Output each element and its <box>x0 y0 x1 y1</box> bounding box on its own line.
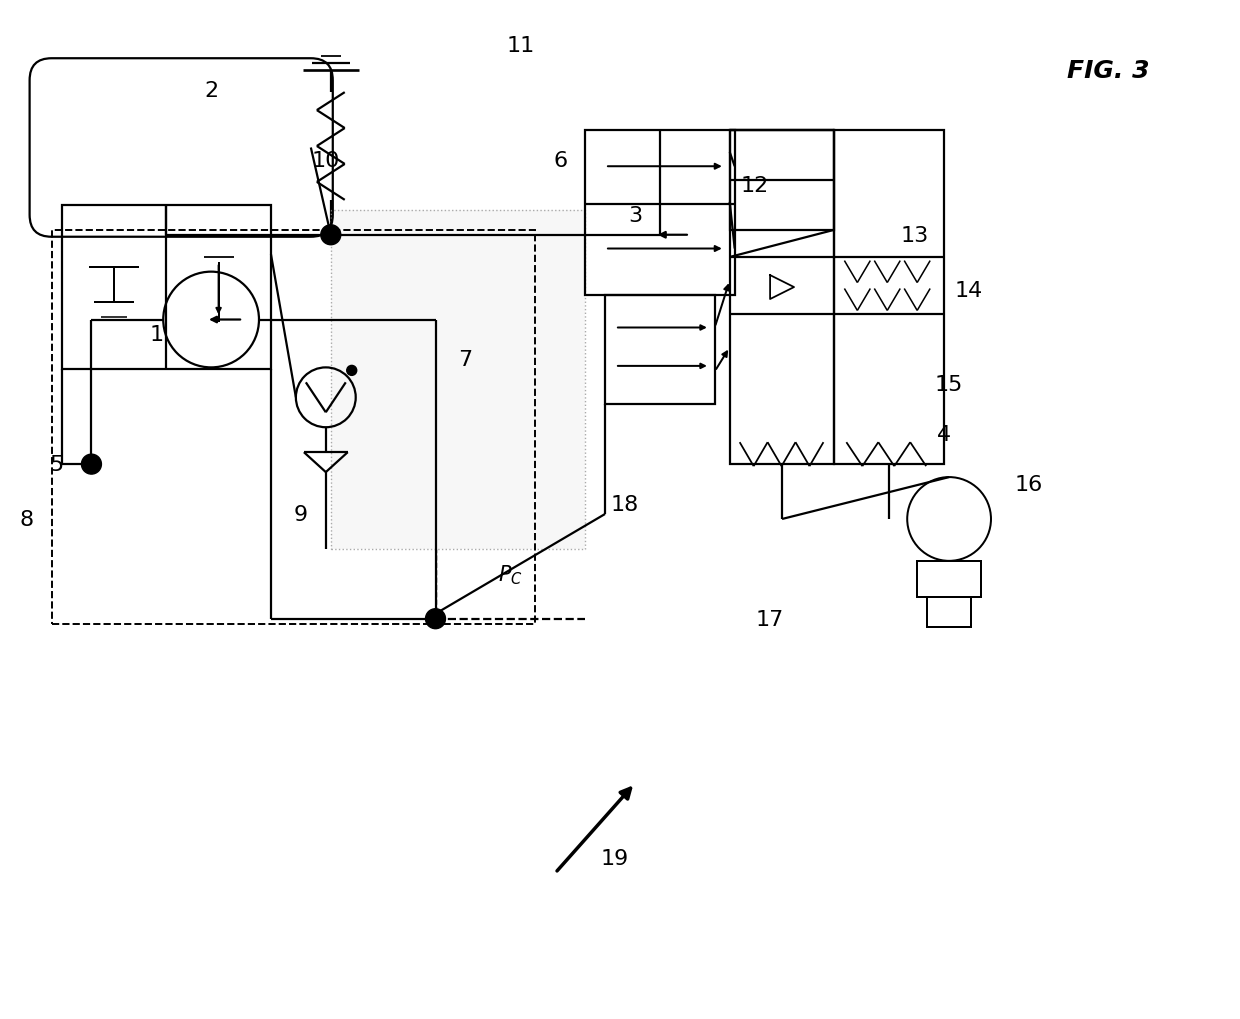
Text: 17: 17 <box>755 609 784 629</box>
Bar <box>605 296 714 405</box>
Text: 12: 12 <box>740 175 769 196</box>
Text: 11: 11 <box>506 37 534 56</box>
Bar <box>918 561 981 597</box>
Text: 5: 5 <box>50 454 63 475</box>
Text: 18: 18 <box>611 494 639 515</box>
Text: 19: 19 <box>601 848 629 868</box>
Text: 6: 6 <box>553 151 567 171</box>
Text: 16: 16 <box>1014 475 1043 494</box>
Text: 8: 8 <box>20 510 33 530</box>
Bar <box>62 206 272 370</box>
Text: 10: 10 <box>311 151 340 171</box>
Bar <box>331 211 585 549</box>
Text: 2: 2 <box>205 82 218 101</box>
Bar <box>52 230 536 624</box>
Circle shape <box>425 609 445 629</box>
Text: 15: 15 <box>935 375 963 395</box>
Text: 7: 7 <box>459 351 472 370</box>
Text: 14: 14 <box>955 280 983 301</box>
Bar <box>331 211 585 549</box>
Bar <box>729 130 835 230</box>
Bar <box>585 130 734 296</box>
Text: 9: 9 <box>294 504 308 525</box>
Text: 1: 1 <box>149 325 164 345</box>
Text: FIG. 3: FIG. 3 <box>1068 59 1149 84</box>
Circle shape <box>347 366 357 376</box>
Bar <box>729 130 835 465</box>
Text: 13: 13 <box>900 225 929 246</box>
Bar <box>835 130 944 465</box>
Circle shape <box>321 225 341 246</box>
Bar <box>928 597 971 627</box>
Text: 4: 4 <box>937 425 951 444</box>
Circle shape <box>82 454 102 475</box>
Text: 3: 3 <box>627 206 642 225</box>
Text: $P_C$: $P_C$ <box>498 562 523 586</box>
